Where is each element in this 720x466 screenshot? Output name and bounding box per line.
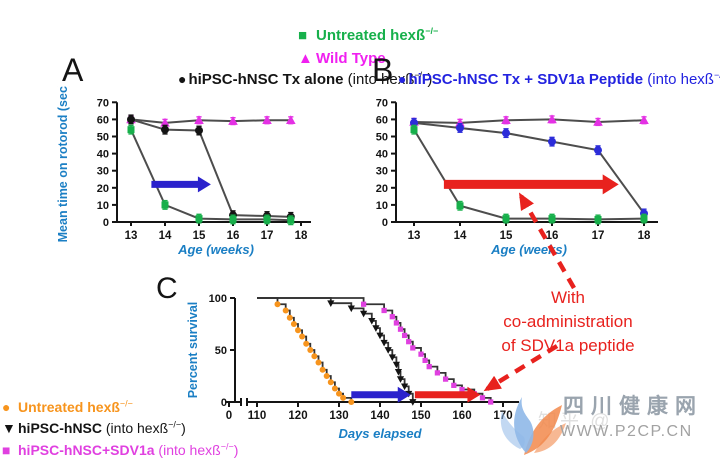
svg-text:0: 0 xyxy=(226,410,232,422)
annotation-line: co-administration xyxy=(503,312,633,331)
svg-text:10: 10 xyxy=(97,200,109,212)
svg-text:13: 13 xyxy=(125,230,138,242)
svg-text:17: 17 xyxy=(592,230,605,242)
orange-circle-marker-icon: ● xyxy=(2,398,11,415)
magenta-triangle-marker-icon: ▲ xyxy=(298,50,313,67)
svg-text:13: 13 xyxy=(408,230,421,242)
watermark-url: WWW.P2CP.CN xyxy=(560,423,693,440)
panel-c-label: C xyxy=(156,272,178,305)
panel-b-title-text: hiPSC-hNSC Tx + SDV1a Peptide (into hexß… xyxy=(408,70,720,88)
svg-text:60: 60 xyxy=(97,114,109,126)
svg-text:Age (weeks): Age (weeks) xyxy=(177,242,254,257)
rotarod-chart-tx-alone: 0 10 20 30 40 50 60 70 13 14 15 16 17 18 Age (weeks) Me… xyxy=(56,86,311,257)
svg-text:50: 50 xyxy=(376,132,388,144)
svg-text:130: 130 xyxy=(329,410,348,422)
annotation-sdv1a: With co-administration of SDV1a peptide xyxy=(458,286,678,358)
legend-item-label: hiPSC-hNSC (into hexß−/−) xyxy=(18,419,186,437)
svg-text:17: 17 xyxy=(261,230,274,242)
legend-item-label: Untreated hexß−/− xyxy=(18,398,133,415)
legend-top: ■ Untreated hexß−/− ▲ Wild Type xyxy=(298,22,438,68)
legend-item-label: Untreated hexß−/− xyxy=(316,26,439,44)
magenta-square-marker-icon: ■ xyxy=(2,441,11,458)
svg-text:0: 0 xyxy=(221,397,227,409)
panel-a-label: A xyxy=(62,52,84,88)
svg-text:Days elapsed: Days elapsed xyxy=(338,426,422,441)
svg-text:14: 14 xyxy=(454,230,467,242)
legend-item-label: Wild Type xyxy=(316,50,386,67)
svg-text:16: 16 xyxy=(227,230,240,242)
legend-item-hipsc-hnsc-sdv1a: ■ hiPSC-hNSC+SDV1a (into hexß−/−) xyxy=(2,437,238,459)
panel-b-title: ● hiPSC-hNSC Tx + SDV1a Peptide (into hex… xyxy=(398,70,720,88)
panel-a-title-text: hiPSC-hNSC Tx alone (into hexß−/−) xyxy=(188,70,433,88)
svg-text:Mean time on rotorod (sec): Mean time on rotorod (sec) xyxy=(56,86,70,242)
svg-text:15: 15 xyxy=(500,230,513,242)
svg-text:50: 50 xyxy=(215,345,227,357)
svg-text:50: 50 xyxy=(97,132,109,144)
legend-item-untreated: ● Untreated hexß−/− xyxy=(2,394,238,416)
legend-item-untreated: ■ Untreated hexß−/− xyxy=(298,22,438,45)
svg-text:40: 40 xyxy=(97,149,109,161)
rotarod-chart-tx-sdv1a: 0 10 20 30 40 50 60 70 13 14 15 16 17 18 Age (weeks) xyxy=(376,97,658,257)
svg-text:160: 160 xyxy=(452,410,471,422)
svg-text:120: 120 xyxy=(288,410,307,422)
svg-text:100: 100 xyxy=(209,293,227,305)
annotation-line: With xyxy=(551,288,585,307)
svg-text:150: 150 xyxy=(411,410,430,422)
svg-text:30: 30 xyxy=(376,166,388,178)
watermark-site-name: 四川健康网 xyxy=(563,395,703,418)
legend-item-wild-type: ▲ Wild Type xyxy=(298,45,438,68)
green-square-marker-icon: ■ xyxy=(298,27,308,44)
svg-text:15: 15 xyxy=(193,230,206,242)
panel-a-title: ● hiPSC-hNSC Tx alone (into hexß−/−) xyxy=(178,70,432,88)
legend-bottom: ● Untreated hexß−/− ▼ hiPSC-hNSC (into hex… xyxy=(2,394,238,459)
svg-text:20: 20 xyxy=(376,183,388,195)
svg-text:60: 60 xyxy=(376,114,388,126)
legend-item-hipsc-hnsc: ▼ hiPSC-hNSC (into hexß−/−) xyxy=(2,416,238,438)
legend-item-label: hiPSC-hNSC+SDV1a (into hexß−/−) xyxy=(18,441,239,458)
blue-circle-marker-icon: ● xyxy=(398,71,407,87)
panel-b-label: B xyxy=(372,52,394,88)
svg-text:18: 18 xyxy=(295,230,308,242)
black-circle-marker-icon: ● xyxy=(178,71,187,87)
svg-text:70: 70 xyxy=(97,97,109,109)
black-down-triangle-marker-icon: ▼ xyxy=(2,420,16,437)
survival-chart: 0501000110120130140150160170Days elapsed… xyxy=(186,293,519,441)
svg-text:20: 20 xyxy=(97,183,109,195)
svg-text:16: 16 xyxy=(546,230,559,242)
svg-text:14: 14 xyxy=(159,230,172,242)
svg-text:40: 40 xyxy=(376,149,388,161)
svg-text:10: 10 xyxy=(376,200,388,212)
annotation-line: of SDV1a peptide xyxy=(501,336,635,355)
svg-text:110: 110 xyxy=(248,410,267,422)
svg-text:70: 70 xyxy=(376,97,388,109)
svg-text:30: 30 xyxy=(97,166,109,178)
phoenix-logo-icon xyxy=(500,397,566,455)
svg-text:0: 0 xyxy=(103,217,109,229)
svg-text:18: 18 xyxy=(638,230,651,242)
svg-text:140: 140 xyxy=(370,410,389,422)
svg-text:0: 0 xyxy=(382,217,388,229)
svg-text:Percent survival: Percent survival xyxy=(186,302,200,399)
svg-text:Age (weeks): Age (weeks) xyxy=(490,242,567,257)
